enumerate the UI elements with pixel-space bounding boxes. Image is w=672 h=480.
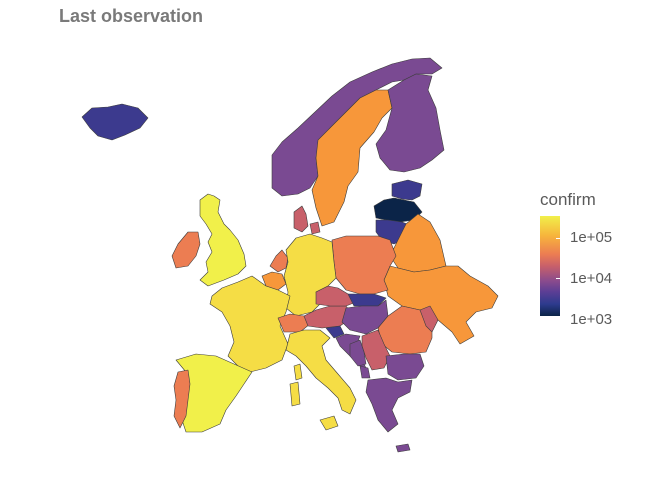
page-title: Last observation: [59, 6, 204, 26]
region-sweden[interactable]: Sweden: [311, 89, 393, 227]
region-slovakia[interactable]: Slovakia: [347, 293, 387, 307]
region-greece[interactable]: Greece: [365, 377, 413, 453]
legend-title: confirm: [540, 190, 596, 209]
legend-tickmark: [556, 238, 560, 239]
region-finland[interactable]: Finland: [375, 73, 445, 173]
region-moldova[interactable]: Moldova: [419, 305, 439, 333]
region-montenegro[interactable]: Montenegro: [359, 365, 371, 379]
region-bosnia-herzegovina[interactable]: Bosnia and Herzegovina: [349, 339, 367, 367]
legend-tick-label: 1e+03: [570, 311, 613, 328]
region-estonia[interactable]: Estonia: [391, 179, 423, 201]
region-denmark[interactable]: Denmark: [293, 205, 321, 235]
region-netherlands[interactable]: Netherlands: [269, 249, 289, 273]
region-iceland[interactable]: Iceland: [81, 103, 149, 141]
region-italy[interactable]: Italy: [285, 329, 357, 431]
legend-tickmark: [556, 278, 560, 279]
legend-tick-label: 1e+05: [570, 229, 613, 246]
region-ireland[interactable]: Ireland: [171, 231, 201, 269]
legend-tickmark: [556, 318, 560, 319]
legend-tick-label: 1e+04: [570, 270, 613, 287]
region-france[interactable]: France: [209, 275, 291, 373]
region-latvia[interactable]: Latvia: [373, 197, 423, 223]
region-united-kingdom[interactable]: United Kingdom: [199, 193, 247, 287]
region-bulgaria[interactable]: Bulgaria: [385, 353, 425, 381]
region-portugal[interactable]: Portugal: [173, 369, 191, 429]
region-slovenia[interactable]: Slovenia: [325, 325, 345, 339]
legend-color-bar: [540, 216, 560, 316]
region-romania[interactable]: Romania: [377, 305, 433, 355]
color-legend: confirm 1e+05 1e+04 1e+03: [538, 188, 658, 338]
region-poland[interactable]: Poland: [331, 235, 397, 295]
